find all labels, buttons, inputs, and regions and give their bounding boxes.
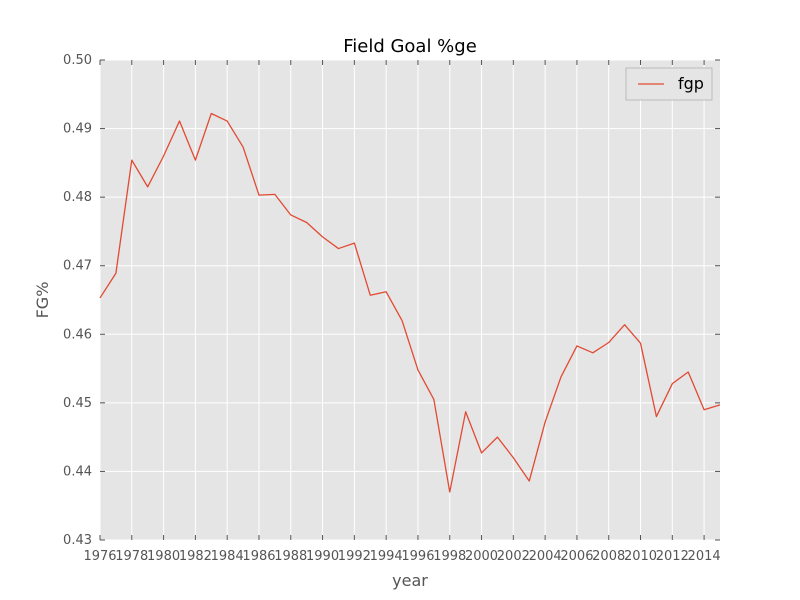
x-tick-label: 2014 bbox=[688, 549, 721, 564]
y-tick-label: 0.45 bbox=[63, 396, 92, 411]
x-tick-label: 1990 bbox=[306, 549, 339, 564]
y-axis-label: FG% bbox=[33, 282, 52, 319]
series-layer bbox=[99, 112, 721, 493]
grid-lines bbox=[99, 59, 720, 541]
axis-ticks bbox=[99, 59, 720, 541]
x-tick-label: 2012 bbox=[656, 549, 689, 564]
series-line-fgp bbox=[99, 112, 721, 493]
x-tick-label: 1978 bbox=[115, 549, 148, 564]
x-tick-label: 2010 bbox=[624, 549, 657, 564]
chart-title: Field Goal %ge bbox=[343, 36, 477, 57]
legend: fgp bbox=[625, 67, 713, 101]
y-tick-label: 0.46 bbox=[63, 327, 92, 342]
y-tick-label: 0.47 bbox=[63, 259, 92, 274]
y-tick-label: 0.49 bbox=[63, 122, 92, 137]
tick-labels: 1976197819801982198419861988199019921994… bbox=[63, 53, 721, 564]
x-tick-label: 1976 bbox=[83, 549, 116, 564]
x-tick-label: 2008 bbox=[592, 549, 625, 564]
y-tick-label: 0.44 bbox=[63, 464, 92, 479]
x-axis-label: year bbox=[392, 571, 428, 590]
x-tick-label: 1984 bbox=[211, 549, 244, 564]
x-tick-label: 1982 bbox=[179, 549, 212, 564]
x-tick-label: 1986 bbox=[242, 549, 275, 564]
x-tick-label: 1980 bbox=[147, 549, 180, 564]
x-tick-label: 2006 bbox=[560, 549, 593, 564]
x-tick-label: 1998 bbox=[433, 549, 466, 564]
y-tick-label: 0.48 bbox=[63, 190, 92, 205]
plot-area bbox=[100, 60, 720, 540]
legend-label-fgp: fgp bbox=[678, 74, 704, 93]
x-tick-label: 2004 bbox=[529, 549, 562, 564]
x-tick-label: 1994 bbox=[370, 549, 403, 564]
y-tick-label: 0.43 bbox=[63, 533, 92, 548]
x-tick-label: 1992 bbox=[338, 549, 371, 564]
x-tick-label: 1988 bbox=[274, 549, 307, 564]
x-tick-label: 1996 bbox=[401, 549, 434, 564]
x-tick-label: 2002 bbox=[497, 549, 530, 564]
x-tick-label: 2000 bbox=[465, 549, 498, 564]
y-tick-label: 0.50 bbox=[63, 53, 92, 68]
